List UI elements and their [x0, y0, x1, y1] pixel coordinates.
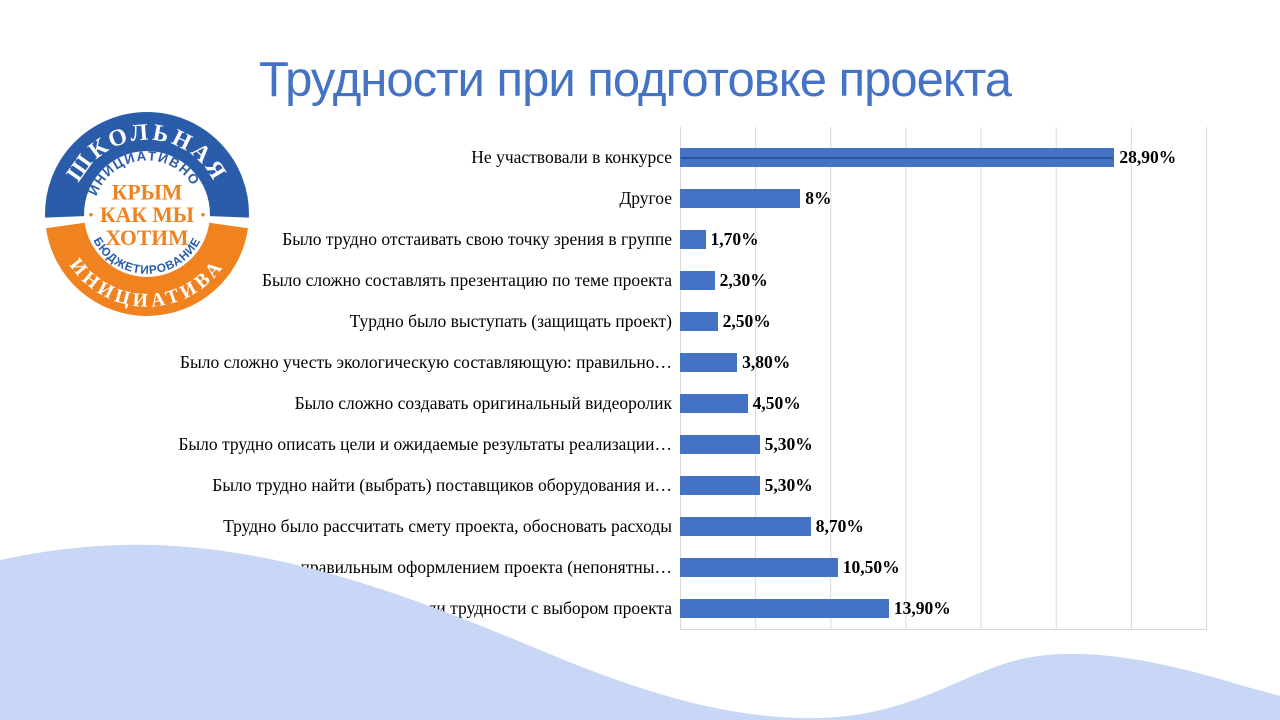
category-label: Было сложно создавать оригинальный видео…: [294, 392, 672, 413]
bar-track: 13,90%: [680, 588, 1206, 629]
logo-center-line2: · КАК МЫ ·: [87, 203, 206, 227]
bar: [680, 353, 738, 372]
value-label: 2,30%: [719, 270, 768, 290]
logo-center-line3: ХОТИМ: [106, 226, 189, 250]
category-label: Не участвовали в конкурсе: [471, 146, 672, 167]
chart-row: Были ли трудности с выбором проекта 13,90…: [140, 588, 1206, 629]
category-label: Турдно было выступать (защищать проект): [349, 310, 672, 331]
chart-row: Было сложно составлять презентацию по те…: [140, 260, 1206, 301]
bar: [680, 189, 801, 208]
value-label: 4,50%: [752, 393, 801, 413]
category-label: Трудно было рассчитать смету проекта, об…: [223, 515, 672, 536]
logo-ring-bottom-half: [46, 222, 248, 316]
value-label: 5,30%: [764, 475, 813, 495]
bar: [680, 230, 706, 249]
value-label: 13,90%: [893, 598, 951, 618]
chart-row: Трудно было рассчитать смету проекта, об…: [140, 506, 1206, 547]
value-label: 10,50%: [842, 557, 900, 577]
bar-track: 2,30%: [680, 260, 1206, 301]
logo-ring-top-half: [45, 112, 249, 218]
value-label: 5,30%: [764, 434, 813, 454]
chart-rows: Не участвовали в конкурсе 28,90% Другое 8% Б…: [140, 137, 1206, 629]
chart-row: Другое 8%: [140, 178, 1206, 219]
value-label: 8,70%: [815, 516, 864, 536]
value-label: 3,80%: [742, 352, 791, 372]
category-label: Было трудно описать цели и ожидаемые рез…: [178, 433, 672, 454]
bar-track: 8%: [680, 178, 1206, 219]
chart-row: Не участвовали в конкурсе 28,90%: [140, 137, 1206, 178]
value-label: 1,70%: [710, 229, 759, 249]
category-label: Было трудно отстаивать свою точку зрения…: [282, 228, 672, 249]
chart-row: Было сложно учесть экологическую составл…: [140, 342, 1206, 383]
chart-row: Было трудно найти (выбрать) поставщиков …: [140, 465, 1206, 506]
bar-track: 1,70%: [680, 219, 1206, 260]
bar: [680, 271, 715, 290]
bar: [680, 312, 718, 331]
bar: [680, 558, 838, 577]
value-label: 2,50%: [722, 311, 771, 331]
logo-inner-disc: [84, 151, 210, 277]
bar: [680, 476, 760, 495]
chart-gridlines: [680, 127, 1207, 630]
slide-title: Трудности при подготовке проекта: [258, 53, 1012, 107]
bar-track: 8,70%: [680, 506, 1206, 547]
school-initiative-logo: ШКОЛЬНАЯ ИНИЦИАТИВА ИНИЦИАТИВНОЕ БЮДЖЕТИ…: [44, 111, 249, 316]
chart-row: Турдно было выступать (защищать проект) 2…: [140, 301, 1206, 342]
category-label: Было сложно составлять презентацию по те…: [261, 269, 672, 290]
bar-track: 5,30%: [680, 465, 1206, 506]
bottom-wave-shape: [0, 544, 1280, 720]
bar-track: 3,80%: [680, 342, 1206, 383]
wave-path: [0, 544, 1280, 720]
value-label: 8%: [805, 188, 832, 208]
bar-track: 5,30%: [680, 424, 1206, 465]
category-label: Было сложно учесть экологическую составл…: [179, 351, 672, 372]
bar: [680, 599, 889, 618]
bar: [680, 148, 1115, 167]
bar: [680, 517, 811, 536]
category-label: Были ли трудности с выбором проекта: [383, 597, 672, 618]
bar-track: 4,50%: [680, 383, 1206, 424]
bar-track: 10,50%: [680, 547, 1206, 588]
bar-track: 2,50%: [680, 301, 1206, 342]
logo-center-line1: КРЫМ: [112, 181, 183, 205]
bar: [680, 435, 760, 454]
chart-row: Было сложно создавать оригинальный видео…: [140, 383, 1206, 424]
chart-row: Было трудно отстаивать свою точку зрения…: [140, 219, 1206, 260]
bar-chart: Не участвовали в конкурсе 28,90% Другое 8% Б…: [140, 127, 1207, 630]
chart-row: Было трудно описать цели и ожидаемые рез…: [140, 424, 1206, 465]
value-label: 28,90%: [1119, 147, 1177, 167]
bar-track: 28,90%: [680, 137, 1206, 178]
category-label: Другое: [619, 187, 672, 208]
bar: [680, 394, 748, 413]
category-label: Было трудно найти (выбрать) поставщиков …: [212, 474, 672, 495]
